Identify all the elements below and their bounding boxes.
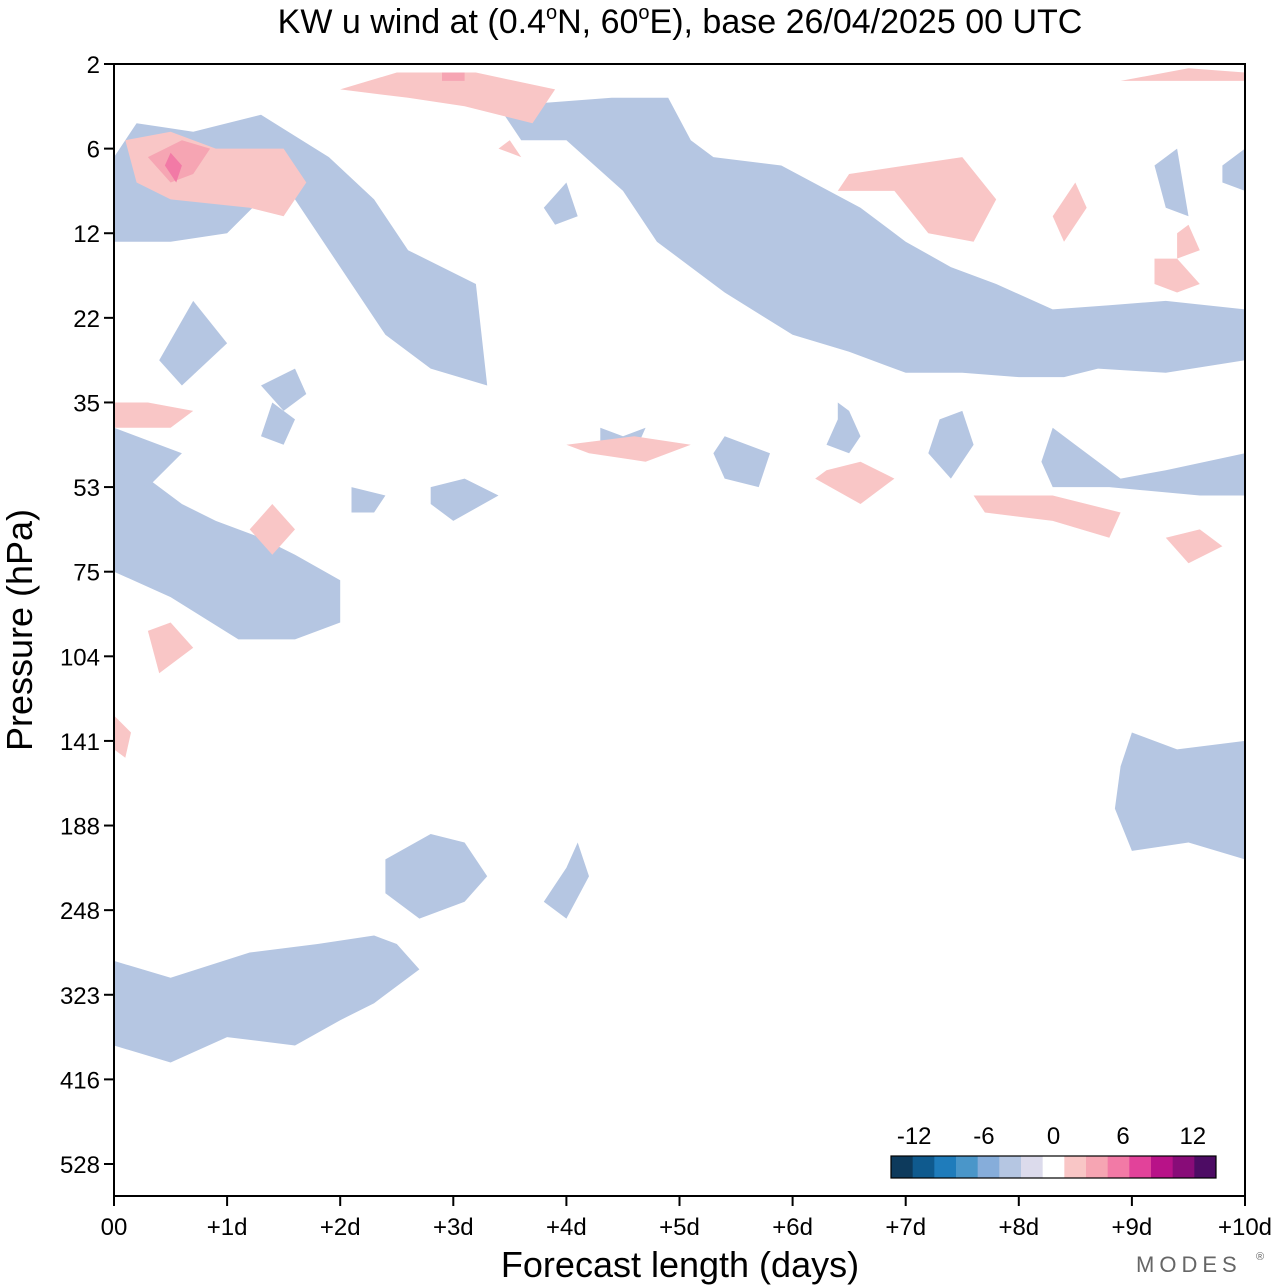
colorbar-swatch bbox=[934, 1156, 957, 1178]
x-tick-label: +8d bbox=[998, 1214, 1039, 1241]
y-tick-label: 53 bbox=[73, 475, 100, 502]
contour-region bbox=[351, 487, 386, 513]
colorbar-tick-label: 12 bbox=[1179, 1123, 1206, 1150]
contour-region bbox=[1041, 427, 1245, 496]
y-tick-label: 104 bbox=[60, 644, 100, 671]
colorbar-swatch bbox=[999, 1156, 1022, 1178]
modes-watermark: MODES bbox=[1136, 1252, 1242, 1277]
contour-region bbox=[1222, 148, 1245, 191]
colorbar-frame bbox=[890, 1155, 1217, 1179]
contour-region bbox=[543, 182, 578, 225]
colorbar-swatch bbox=[1064, 1156, 1087, 1178]
chart-title-degree-2: o bbox=[638, 2, 649, 24]
colorbar-tick-label: -6 bbox=[973, 1123, 994, 1150]
contour-region bbox=[164, 152, 182, 183]
colorbar-tick-label: 0 bbox=[1047, 1123, 1060, 1150]
colorbar-swatch bbox=[1129, 1156, 1152, 1178]
contour-region bbox=[566, 436, 691, 462]
contour-region bbox=[713, 436, 770, 488]
chart-title-degree-1: o bbox=[546, 2, 557, 24]
contour-region bbox=[249, 504, 295, 555]
contour-region bbox=[1154, 148, 1189, 217]
contour-region bbox=[1165, 529, 1223, 564]
colorbar-swatch bbox=[1172, 1156, 1195, 1178]
colorbar-tick-label: 6 bbox=[1116, 1123, 1129, 1150]
y-tick-label: 528 bbox=[60, 1152, 100, 1179]
contour-regions bbox=[114, 68, 1245, 1063]
x-axis: 00 +1d +2d +3d +4d +5d +6d +7d +8d +9d +10d bbox=[101, 1196, 1272, 1241]
contour-region bbox=[1177, 224, 1200, 259]
contour-region bbox=[498, 140, 522, 158]
colorbar-tick-label: -12 bbox=[897, 1123, 932, 1150]
contour-region bbox=[147, 622, 194, 674]
x-tick-label: +9d bbox=[1112, 1214, 1153, 1241]
x-tick-label: +1d bbox=[207, 1214, 248, 1241]
y-tick-label: 141 bbox=[60, 729, 100, 756]
contour-region bbox=[114, 715, 131, 758]
chart-title-part-1: KW u wind at (0.4 bbox=[278, 3, 546, 41]
x-tick-label: +4d bbox=[546, 1214, 587, 1241]
y-tick-label: 188 bbox=[60, 814, 100, 841]
x-axis-label: Forecast length (days) bbox=[501, 1244, 859, 1285]
y-tick-label: 75 bbox=[73, 560, 100, 587]
x-tick-label: +6d bbox=[772, 1214, 813, 1241]
y-tick-label: 12 bbox=[73, 221, 100, 248]
contour-region bbox=[261, 368, 307, 411]
contour-region bbox=[430, 478, 499, 521]
contour-region bbox=[973, 495, 1121, 538]
y-tick-label: 248 bbox=[60, 898, 100, 925]
y-axis-label: Pressure (hPa) bbox=[0, 509, 40, 751]
colorbar-swatch bbox=[956, 1156, 979, 1178]
colorbar-swatch bbox=[1042, 1156, 1065, 1178]
y-tick-label: 323 bbox=[60, 983, 100, 1010]
y-tick-label: 416 bbox=[60, 1067, 100, 1094]
contour-region bbox=[114, 427, 182, 488]
contour-region bbox=[498, 97, 1245, 378]
chart-title-part-3: E), base 26/04/2025 00 UTC bbox=[650, 3, 1083, 41]
contour-region bbox=[114, 402, 194, 428]
y-tick-label: 35 bbox=[73, 390, 100, 417]
y-tick-label: 2 bbox=[87, 52, 100, 79]
contour-region bbox=[1114, 732, 1245, 860]
contour-region bbox=[928, 410, 974, 479]
contour-region bbox=[826, 402, 861, 454]
contour-region bbox=[114, 935, 420, 1063]
colorbar-swatch bbox=[1086, 1156, 1109, 1178]
y-tick-label: 22 bbox=[73, 306, 100, 333]
colorbar-swatch bbox=[1194, 1156, 1217, 1178]
x-tick-label: +3d bbox=[433, 1214, 474, 1241]
x-tick-label: +10d bbox=[1218, 1214, 1272, 1241]
contour-region bbox=[1052, 182, 1087, 242]
contour-region bbox=[1154, 258, 1200, 293]
chart-title: KW u wind at (0.4oN, 60oE), base 26/04/2… bbox=[278, 2, 1083, 41]
contour-region bbox=[147, 140, 211, 183]
colorbar-swatch bbox=[977, 1156, 1000, 1178]
x-tick-label: 00 bbox=[101, 1214, 128, 1241]
colorbar-swatch bbox=[912, 1156, 935, 1178]
x-tick-label: +7d bbox=[885, 1214, 926, 1241]
colorbar-swatch bbox=[891, 1156, 914, 1178]
y-axis: 2 6 12 22 35 53 75 104 141 188 248 323 416 528 bbox=[60, 52, 114, 1179]
contour-region bbox=[159, 300, 228, 386]
contour-region bbox=[815, 461, 895, 504]
contour-region bbox=[1120, 68, 1245, 81]
contour-region bbox=[442, 72, 465, 81]
y-tick-label: 6 bbox=[87, 137, 100, 164]
x-tick-label: +2d bbox=[320, 1214, 361, 1241]
colorbar: -12 -6 0 6 12 bbox=[890, 1123, 1217, 1179]
contour-region bbox=[543, 842, 589, 919]
contour-region bbox=[340, 72, 556, 124]
contour-region bbox=[837, 157, 997, 242]
colorbar-swatch bbox=[1021, 1156, 1044, 1178]
colorbar-swatch bbox=[1107, 1156, 1130, 1178]
x-tick-label: +5d bbox=[659, 1214, 700, 1241]
contour-region bbox=[261, 402, 295, 445]
modes-watermark-mark: ® bbox=[1256, 1251, 1264, 1263]
contour-region bbox=[385, 834, 488, 919]
chart-title-part-2: N, 60 bbox=[557, 3, 638, 41]
colorbar-swatch bbox=[1151, 1156, 1174, 1178]
contour-region bbox=[114, 470, 341, 640]
